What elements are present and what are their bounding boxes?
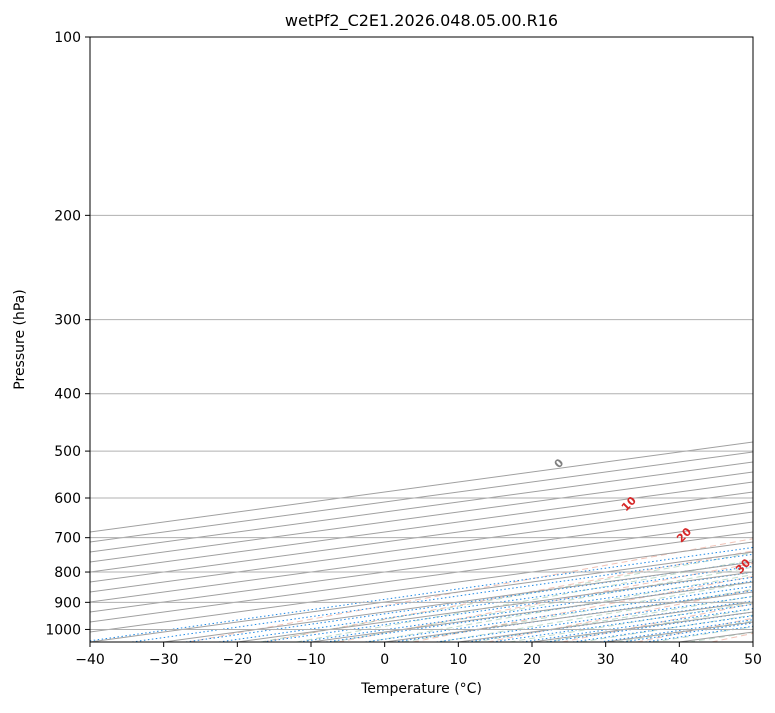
moist-adiabat: [617, 37, 775, 642]
y-tick-label: 400: [54, 387, 81, 403]
isotherm-line: [0, 37, 775, 642]
x-tick-label: 50: [744, 652, 762, 668]
isotherm-line: [90, 37, 775, 642]
dry-adiabat: [338, 37, 775, 642]
moist-adiabat-label: 30: [733, 556, 753, 576]
x-tick-label: 10: [449, 652, 467, 668]
y-tick-label: 700: [54, 531, 81, 547]
x-tick-label: 30: [597, 652, 615, 668]
y-tick-label: 1000: [45, 622, 81, 638]
isotherm-line: [679, 37, 775, 642]
dry-adiabat: [264, 37, 775, 642]
moist-adiabat: [260, 37, 775, 642]
y-tick-label: 100: [54, 30, 81, 46]
x-tick-label: −10: [296, 652, 326, 668]
moist-adiabat: [509, 37, 775, 642]
mixing-ratio-line: [645, 489, 775, 642]
moist-adiabat: [368, 37, 775, 642]
chart-title: wetPf2_C2E1.2026.048.05.00.R16: [285, 11, 558, 31]
moist-adiabat: [689, 37, 775, 642]
dry-adiabat: [488, 37, 775, 642]
x-tick-label: −30: [149, 652, 179, 668]
moist-adiabat-label: 10: [619, 494, 639, 514]
y-tick-label: 600: [54, 491, 81, 507]
isotherm-line: [753, 37, 775, 642]
isotherm-line: [385, 37, 775, 642]
isotherm-line: [311, 37, 775, 642]
plot-frame: [90, 37, 753, 642]
moist-adiabat: [403, 37, 775, 642]
x-tick-label: −40: [75, 652, 105, 668]
moist-adiabat: [332, 37, 775, 642]
y-axis-label: Pressure (hPa): [12, 289, 28, 389]
mixing-ratio-line: [394, 489, 775, 642]
x-tick-label: 40: [670, 652, 688, 668]
isotherm-line: [16, 37, 775, 642]
moist-adiabat: [474, 37, 775, 642]
x-tick-label: 0: [380, 652, 389, 668]
dry-adiabat: [712, 37, 775, 642]
y-tick-label: 900: [54, 595, 81, 611]
moist-adiabat: [653, 37, 775, 642]
x-tick-label: −20: [223, 652, 253, 668]
x-axis-label: Temperature (°C): [360, 681, 482, 697]
dry-adiabat: [562, 37, 775, 642]
isotherm-line: [532, 37, 775, 642]
y-tick-label: 800: [54, 565, 81, 581]
y-tick-label: 200: [54, 208, 81, 224]
y-tick-label: 500: [54, 444, 81, 460]
moist-adiabat: [545, 37, 775, 642]
x-tick-label: 20: [523, 652, 541, 668]
y-tick-label: 300: [54, 313, 81, 329]
dry-adiabat: [637, 37, 775, 642]
